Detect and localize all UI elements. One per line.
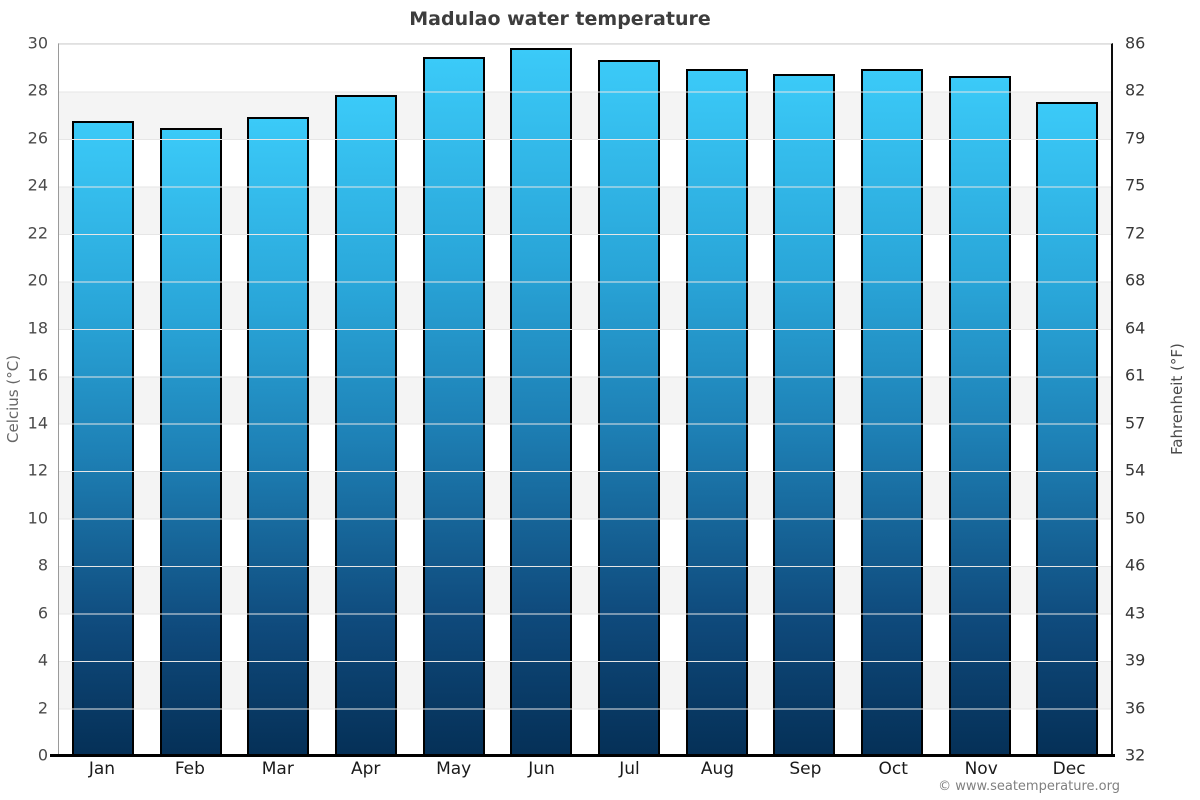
bars-row: [59, 44, 1111, 755]
bar-jul[interactable]: [597, 59, 660, 755]
bar-slot-oct: [848, 44, 936, 755]
y-tick-right: 43: [1125, 603, 1146, 623]
x-tick-jul: Jul: [619, 759, 640, 779]
x-tick-jun: Jun: [528, 759, 555, 779]
y-axis-right: 86 82 79 75 72 68 64 61 57 54 50 46 43 39 36 32: [1125, 34, 1175, 765]
x-tick-may: May: [436, 759, 472, 779]
bar-slot-apr: [322, 44, 410, 755]
y-tick-left: 4: [37, 650, 48, 670]
bar-slot-aug: [673, 44, 761, 755]
y-tick-left: 30: [27, 33, 48, 53]
x-tick-sep: Sep: [789, 759, 822, 779]
bar-jun[interactable]: [510, 47, 573, 755]
y-tick-right: 75: [1125, 175, 1146, 195]
bar-aug[interactable]: [685, 69, 748, 755]
y-tick-right: 82: [1125, 80, 1146, 100]
x-tick-oct: Oct: [878, 759, 908, 779]
x-tick-apr: Apr: [351, 759, 381, 779]
x-axis-labels: Jan Feb Mar Apr May Jun Jul Aug Sep Oct Nov Dec: [58, 759, 1113, 785]
y-tick-right: 61: [1125, 365, 1146, 385]
y-tick-left: 16: [27, 365, 48, 385]
y-tick-right: 86: [1125, 33, 1146, 53]
chart-title: Madulao water temperature: [409, 8, 711, 30]
y-tick-left: 20: [27, 270, 48, 290]
y-tick-left: 14: [27, 413, 48, 433]
copyright-text: © www.seatemperature.org: [938, 779, 1120, 794]
bar-slot-sep: [760, 44, 848, 755]
bar-nov[interactable]: [948, 76, 1011, 755]
y-tick-right: 57: [1125, 413, 1146, 433]
bar-slot-nov: [936, 44, 1024, 755]
bar-mar[interactable]: [247, 116, 310, 755]
y-tick-right: 54: [1125, 460, 1146, 480]
y-tick-left: 22: [27, 223, 48, 243]
y-tick-left: 24: [27, 175, 48, 195]
y-tick-left: 18: [27, 318, 48, 338]
bar-slot-dec: [1023, 44, 1111, 755]
y-tick-right: 79: [1125, 128, 1146, 148]
y-tick-left: 0: [37, 745, 48, 765]
x-tick-feb: Feb: [174, 759, 205, 779]
y-axis-title-fahrenheit: Fahrenheit (°F): [1168, 343, 1186, 455]
x-axis-line: [50, 754, 1115, 757]
x-tick-dec: Dec: [1052, 759, 1086, 779]
y-tick-left: 10: [27, 508, 48, 528]
y-tick-right: 64: [1125, 318, 1146, 338]
y-tick-right: 46: [1125, 555, 1146, 575]
bar-oct[interactable]: [860, 69, 923, 755]
y-axis-left: 30 28 26 24 22 20 18 16 14 12 10 8 6 4 2 0: [0, 34, 48, 765]
bar-feb[interactable]: [159, 128, 222, 755]
y-tick-left: 8: [37, 555, 48, 575]
x-tick-jan: Jan: [88, 759, 116, 779]
y-tick-right: 68: [1125, 270, 1146, 290]
bar-slot-may: [410, 44, 498, 755]
bar-slot-feb: [147, 44, 235, 755]
bar-slot-jul: [585, 44, 673, 755]
x-tick-aug: Aug: [700, 759, 735, 779]
bar-slot-jan: [59, 44, 147, 755]
bar-jan[interactable]: [71, 121, 134, 755]
bar-slot-jun: [497, 44, 585, 755]
y-tick-right: 39: [1125, 650, 1146, 670]
plot-area: [58, 43, 1113, 755]
bar-slot-mar: [234, 44, 322, 755]
y-tick-left: 26: [27, 128, 48, 148]
bar-dec[interactable]: [1036, 102, 1099, 755]
y-tick-right: 50: [1125, 508, 1146, 528]
bar-sep[interactable]: [773, 73, 836, 755]
y-tick-left: 6: [37, 603, 48, 623]
y-tick-left: 2: [37, 698, 48, 718]
x-tick-nov: Nov: [964, 759, 998, 779]
y-tick-left: 12: [27, 460, 48, 480]
bar-apr[interactable]: [334, 95, 397, 755]
y-tick-left: 28: [27, 80, 48, 100]
x-tick-mar: Mar: [261, 759, 294, 779]
y-tick-right: 72: [1125, 223, 1146, 243]
y-tick-right: 36: [1125, 698, 1146, 718]
y-tick-right: 32: [1125, 745, 1146, 765]
bar-may[interactable]: [422, 57, 485, 755]
